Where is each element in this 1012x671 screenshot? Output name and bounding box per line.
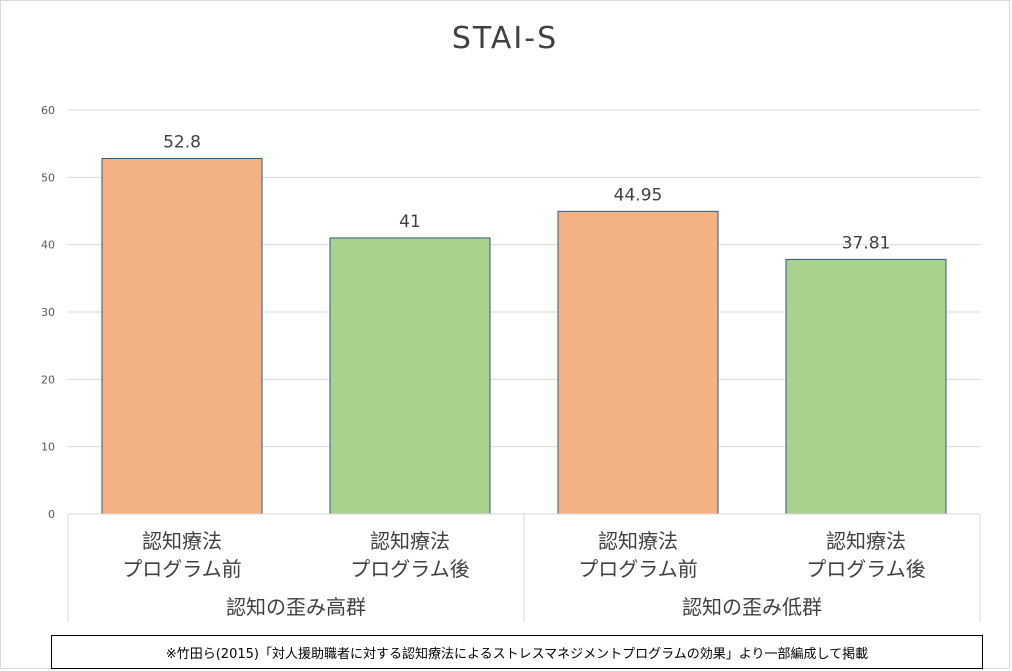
category-label-line1: 認知療法 <box>142 529 222 553</box>
source-note: ※竹田ら(2015)「対人援助職者に対する認知療法によるストレスマネジメントプロ… <box>51 635 983 669</box>
bar <box>101 157 263 515</box>
category-label-line1: 認知療法 <box>826 529 906 553</box>
y-tick-label: 30 <box>41 306 55 319</box>
data-label: 41 <box>399 212 421 232</box>
y-tick-label: 10 <box>41 441 55 454</box>
category-label-line2: プログラム前 <box>122 557 241 581</box>
group-label: 認知の歪み低群 <box>682 595 822 619</box>
bar <box>785 258 947 515</box>
category-label-line2: プログラム前 <box>578 557 697 581</box>
category-label-line2: プログラム後 <box>806 557 925 581</box>
group-label: 認知の歪み高群 <box>226 595 366 619</box>
y-tick-label: 60 <box>41 104 55 117</box>
category-labels: 認知療法プログラム前認知療法プログラム後認知療法プログラム前認知療法プログラム後… <box>67 513 981 622</box>
chart-title: STAI-S <box>452 21 558 56</box>
y-tick-label: 50 <box>41 171 55 184</box>
bars: 52.8 41 44.95 37.81 <box>101 132 947 515</box>
bar <box>557 210 719 515</box>
y-tick-label: 0 <box>48 508 55 521</box>
bar <box>329 237 491 515</box>
data-label: 52.8 <box>163 132 201 152</box>
category-label-line1: 認知療法 <box>370 529 450 553</box>
y-tick-label: 20 <box>41 373 55 386</box>
category-label-line1: 認知療法 <box>598 529 678 553</box>
y-axis-ticks: 0 10 20 30 40 50 60 <box>41 104 55 521</box>
data-label: 37.81 <box>842 233 891 253</box>
category-label-line2: プログラム後 <box>350 557 469 581</box>
data-label: 44.95 <box>614 185 663 205</box>
y-tick-label: 40 <box>41 239 55 252</box>
